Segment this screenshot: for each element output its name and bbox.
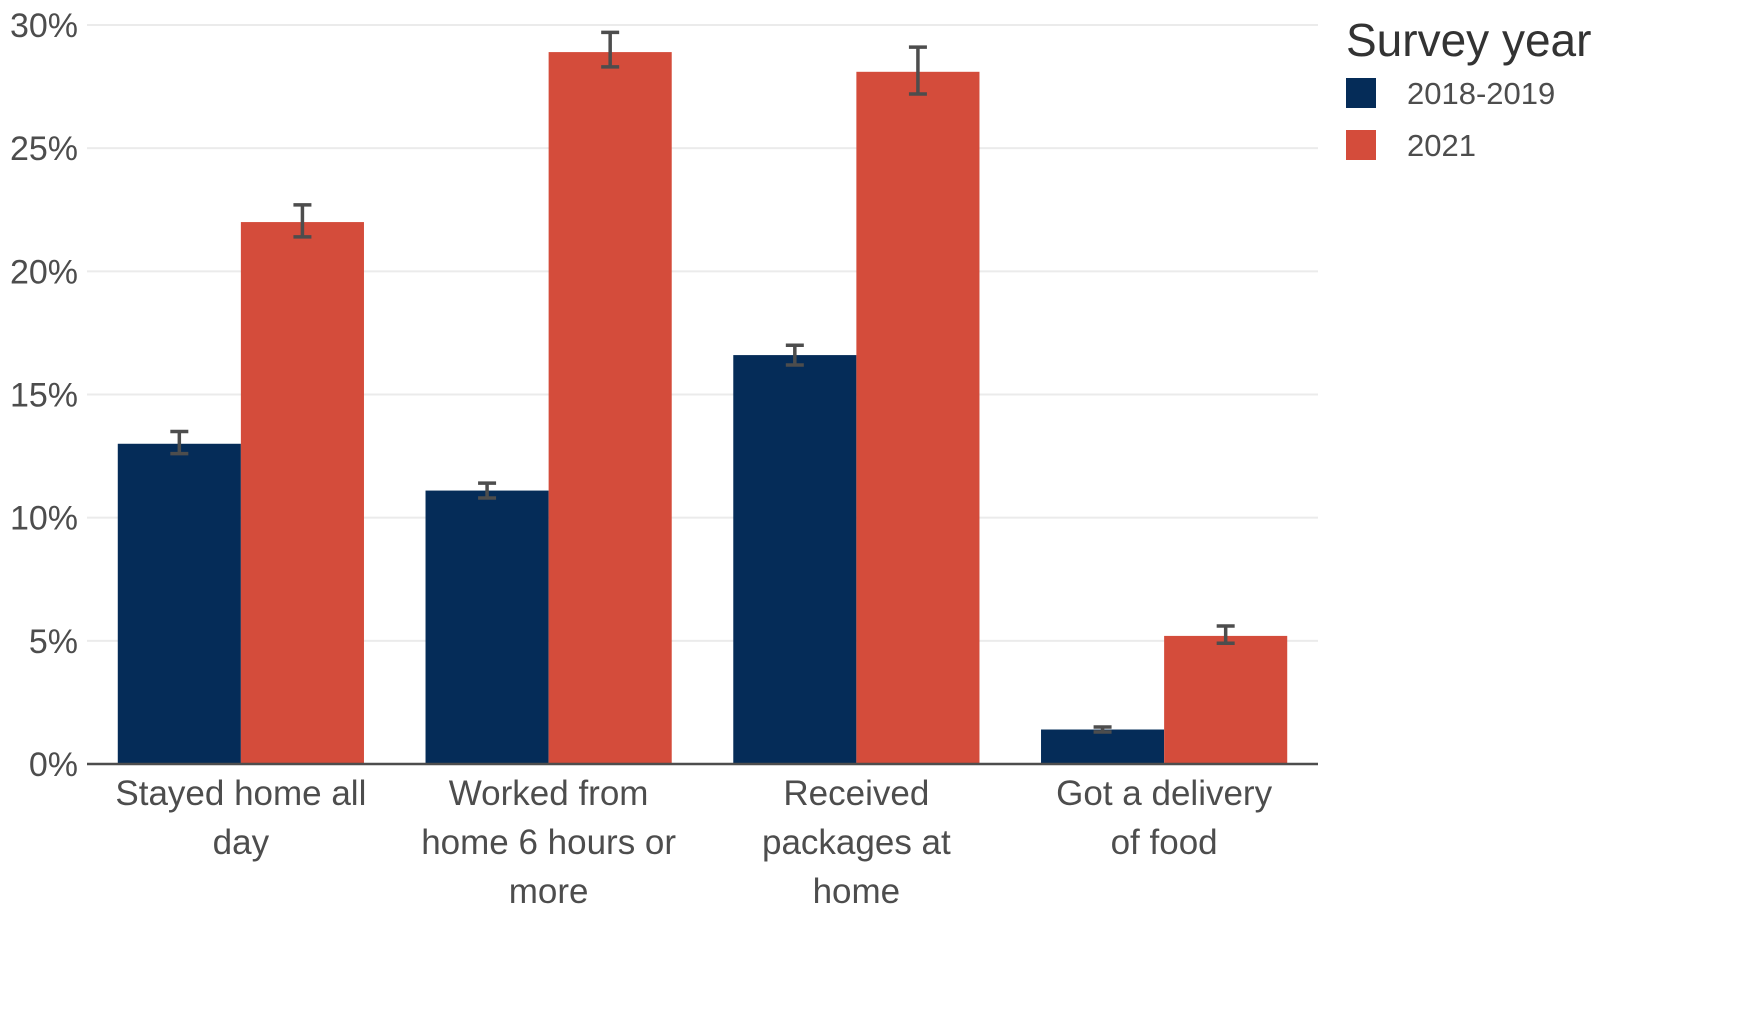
bar-2018-2019	[1041, 729, 1165, 764]
error-bar	[601, 30, 620, 69]
legend-label: 2018-2019	[1407, 76, 1555, 111]
error-bars	[170, 30, 1235, 734]
x-tick-label: Worked from home 6 hours or more	[421, 774, 676, 911]
error-bar	[1216, 624, 1235, 646]
error-bar	[908, 45, 927, 96]
y-tick-label: 10%	[10, 500, 78, 538]
bar-2021	[548, 52, 672, 764]
error-bar	[478, 481, 497, 500]
bar-2018-2019	[733, 355, 857, 764]
axes: 0% 5% 10% 15% 20% 25% 30% Stayed home all day Wor…	[10, 7, 1318, 911]
legend-label: 2021	[1407, 128, 1476, 163]
legend-swatch	[1346, 130, 1376, 160]
bar-2018-2019	[117, 443, 241, 764]
y-tick-label: 15%	[10, 377, 78, 415]
x-tick-label: Got a delivery of food	[1056, 774, 1272, 862]
error-bar	[1093, 725, 1112, 734]
legend-title: Survey year	[1346, 14, 1591, 66]
y-tick-label: 5%	[29, 623, 78, 661]
legend: Survey year 2018-2019 2021	[1346, 14, 1591, 163]
bar-2021	[1164, 635, 1288, 764]
error-bar	[293, 203, 312, 239]
y-tick-label: 30%	[10, 7, 78, 45]
y-tick-label: 25%	[10, 130, 78, 168]
error-bar	[785, 343, 804, 367]
bar-2021	[856, 71, 980, 764]
y-tick-label: 0%	[29, 746, 78, 784]
x-tick-label: Stayed home all day	[115, 774, 366, 862]
x-tick-label: Received packages at home	[762, 774, 951, 911]
bar-2018-2019	[425, 490, 549, 764]
y-tick-label: 20%	[10, 253, 78, 291]
legend-swatch	[1346, 78, 1376, 108]
error-bar	[170, 429, 189, 456]
bars	[117, 52, 1288, 765]
bar-2021	[240, 222, 364, 765]
